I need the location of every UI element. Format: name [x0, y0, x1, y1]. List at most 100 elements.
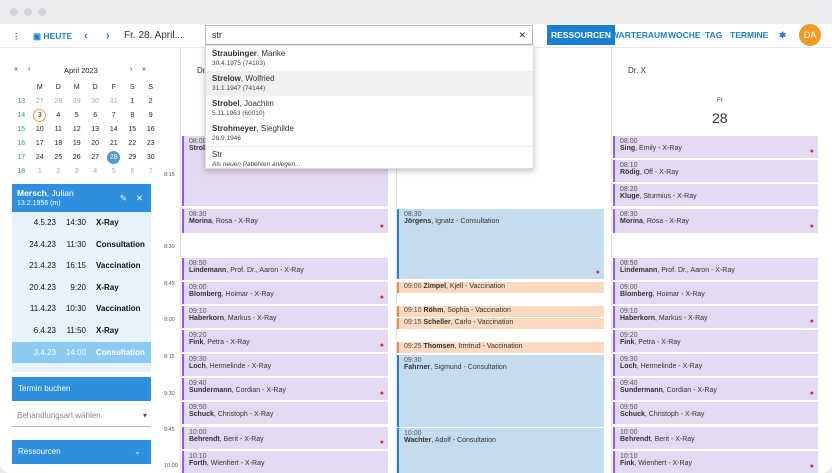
calendar-day[interactable]: 30	[91, 97, 100, 105]
prev-year-icon[interactable]: «	[14, 66, 18, 73]
list-item[interactable]: 20.4.23 9:20 X-Ray	[12, 277, 151, 299]
appointment-block[interactable]: 08:50 Lindemann, Prof. Dr., Aaron - X-Ray	[182, 258, 388, 280]
list-item[interactable]: 24.4.23 11:30 Consultation	[12, 234, 151, 256]
calendar-day[interactable]: 20	[91, 139, 100, 147]
appointment-block[interactable]: 08:30 Morina, Rosa - X-Ray ●	[613, 209, 818, 233]
calendar-day[interactable]: 23	[146, 139, 155, 147]
calendar-day[interactable]: 19	[72, 139, 81, 147]
calendar-day[interactable]: 31	[109, 97, 118, 105]
resources-button[interactable]: Ressourcen ⌄	[12, 440, 151, 464]
appointment-block[interactable]: 10:10 Fink, Wienhert - X-Ray ●	[613, 451, 818, 473]
tab-woche[interactable]: WOCHE	[668, 30, 701, 40]
appointment-block[interactable]: 09:25 Thomsen, Irmtrud - Vaccination	[397, 342, 604, 353]
search-input[interactable]: str ✕	[205, 25, 533, 45]
close-icon[interactable]: ✕	[135, 193, 143, 203]
calendar-day[interactable]: 30	[146, 153, 155, 161]
calendar-day[interactable]: 18	[54, 139, 63, 147]
appointment-block[interactable]: 09:00 Blomberg, Hoimar - X-Ray ●	[182, 282, 388, 304]
appointment-block[interactable]: 08:30 Jörgens, Ignatz - Consultation ●	[397, 209, 604, 279]
calendar-day[interactable]: 1	[130, 97, 135, 105]
calendar-day[interactable]: 2	[56, 167, 61, 175]
calendar-day[interactable]: 2	[148, 97, 153, 105]
treatment-select[interactable]: Behandlungsart wählen ▾	[12, 405, 151, 427]
appointment-block[interactable]: 09:50 Schuck, Christoph - X-Ray	[182, 402, 388, 424]
calendar-day[interactable]: 28	[54, 97, 63, 105]
calendar-day[interactable]: 4	[56, 111, 61, 119]
tab-warteraum[interactable]: WARTERAUM	[611, 30, 668, 40]
appointment-block[interactable]: 10:00 Behrendt, Berit - X-Ray ●	[182, 427, 388, 449]
appointment-block[interactable]: 09:15 Scheller, Carlo - Vaccination	[397, 318, 604, 329]
calendar-day[interactable]: 3	[74, 167, 79, 175]
calendar-day[interactable]: 14	[109, 125, 118, 133]
close-dot[interactable]	[10, 8, 18, 16]
appointment-block[interactable]: 09:10 Röhm, Sophia - Vaccination	[397, 306, 604, 317]
appointment-block[interactable]: 10:10 Forth, Wienhert - X-Ray	[182, 451, 388, 473]
calendar-day[interactable]: 11	[54, 125, 62, 133]
search-result[interactable]: Strobel, Joachim 5.11.1963 (60010)	[206, 96, 533, 121]
calendar-day[interactable]: 10	[35, 125, 44, 133]
appointment-block[interactable]: 09:20 Fink, Petra - X-Ray	[613, 330, 818, 352]
book-appointment-button[interactable]: Termin buchen	[12, 377, 151, 401]
appointment-block[interactable]: 09:30 Fahrner, Sigmund - Consultation	[397, 355, 604, 427]
calendar-day[interactable]: 22	[128, 139, 137, 147]
appointment-block[interactable]: 08:30 Morina, Rosa - X-Ray ●	[182, 209, 388, 233]
clear-icon[interactable]: ✕	[518, 30, 526, 40]
calendar-day[interactable]: 7	[111, 111, 116, 119]
calendar-day[interactable]: 29	[128, 153, 137, 161]
calendar-day[interactable]: 26	[72, 153, 81, 161]
menu-icon[interactable]: ⋮	[12, 31, 21, 41]
list-item[interactable]: 11.4.23 10:30 Vaccination	[12, 298, 151, 320]
today-button[interactable]: ▣ HEUTE	[33, 31, 73, 41]
appointment-block[interactable]: 09:20 Fink, Petra - X-Ray ●	[182, 330, 388, 352]
list-item[interactable]: 21.4.23 16:15 Vaccination	[12, 255, 151, 277]
list-item[interactable]: 6.4.23 11:50 X-Ray	[12, 320, 151, 342]
calendar-day[interactable]: 16	[146, 125, 155, 133]
list-item-selected[interactable]: 3.4.23 14:00 Consultation	[12, 341, 151, 364]
appointment-block[interactable]: 09:00 Blomberg, Hoimar - X-Ray	[613, 282, 818, 304]
calendar-day[interactable]: 27	[35, 97, 44, 105]
tab-termine[interactable]: TERMINE	[730, 30, 769, 40]
appointment-block[interactable]: 10:00 Behrendt, Berit - X-Ray	[613, 427, 818, 449]
calendar-day[interactable]: 9	[148, 111, 153, 119]
date-label[interactable]: Fr. 28. April...	[124, 30, 183, 41]
edit-icon[interactable]: ✎	[119, 193, 127, 203]
maximize-dot[interactable]	[38, 8, 46, 16]
appointment-block[interactable]: 08:50 Lindemann, Prof. Dr., Aaron - X-Ray	[613, 258, 818, 280]
calendar-day[interactable]: 1	[37, 167, 42, 175]
calendar-day[interactable]: 4	[93, 167, 98, 175]
calendar-day[interactable]: 29	[72, 97, 81, 105]
gear-icon[interactable]: ✱	[779, 30, 787, 40]
search-result[interactable]: Strohmeyer, Sieghilde 28.9.1946	[206, 121, 533, 146]
calendar-day[interactable]: 3	[30, 108, 49, 122]
appointment-block[interactable]: 08:20 Kluge, Sturmius - X-Ray	[613, 184, 818, 206]
calendar-day[interactable]: 27	[91, 153, 100, 161]
tab-ressourcen[interactable]: RESSOURCEN	[547, 25, 615, 45]
next-month-icon[interactable]: ›	[130, 66, 133, 73]
appointment-block[interactable]: 09:40 Sundermann, Cordian - X-Ray ●	[613, 378, 818, 400]
chevron-right-icon[interactable]: ›	[106, 30, 110, 42]
chevron-left-icon[interactable]: ‹	[84, 30, 88, 42]
prev-month-icon[interactable]: ‹	[28, 66, 31, 73]
calendar-day[interactable]: 5	[111, 167, 116, 175]
calendar-day[interactable]: 7	[148, 167, 153, 175]
appointment-block[interactable]: 08:10 Rödig, Off - X-Ray	[613, 160, 818, 182]
appointment-block[interactable]: 09:50 Schuck, Christoph - X-Ray	[613, 402, 818, 424]
calendar-day[interactable]: 21	[109, 139, 118, 147]
appointment-block[interactable]: 10:00 Wachter, Adolf - Consultation	[397, 428, 604, 473]
appointment-block[interactable]: 09:00 Zimpel, Kjell - Vaccination	[397, 282, 604, 293]
tab-tag[interactable]: TAG	[705, 30, 723, 40]
appointment-block[interactable]: 09:30 Loch, Hermelinde - X-Ray	[613, 354, 818, 376]
calendar-day[interactable]: 25	[54, 153, 63, 161]
avatar[interactable]: DA	[799, 24, 821, 46]
calendar-day-selected[interactable]: 28	[104, 150, 123, 164]
calendar-day[interactable]: 12	[72, 125, 81, 133]
create-patient-option[interactable]: Str Als neuen Patienten anlegen...	[206, 146, 533, 171]
list-item[interactable]: 4.5.23 14:30 X-Ray	[12, 212, 151, 234]
appointment-block[interactable]: 09:10 Haberkorn, Markus - X-Ray ●	[613, 306, 818, 328]
calendar-day[interactable]: 6	[93, 111, 98, 119]
calendar-day[interactable]: 15	[128, 125, 137, 133]
minimize-dot[interactable]	[24, 8, 32, 16]
appointment-block[interactable]: 09:10 Haberkorn, Markus - X-Ray	[182, 306, 388, 328]
next-year-icon[interactable]: »	[142, 66, 146, 73]
calendar-day[interactable]: 5	[74, 111, 79, 119]
